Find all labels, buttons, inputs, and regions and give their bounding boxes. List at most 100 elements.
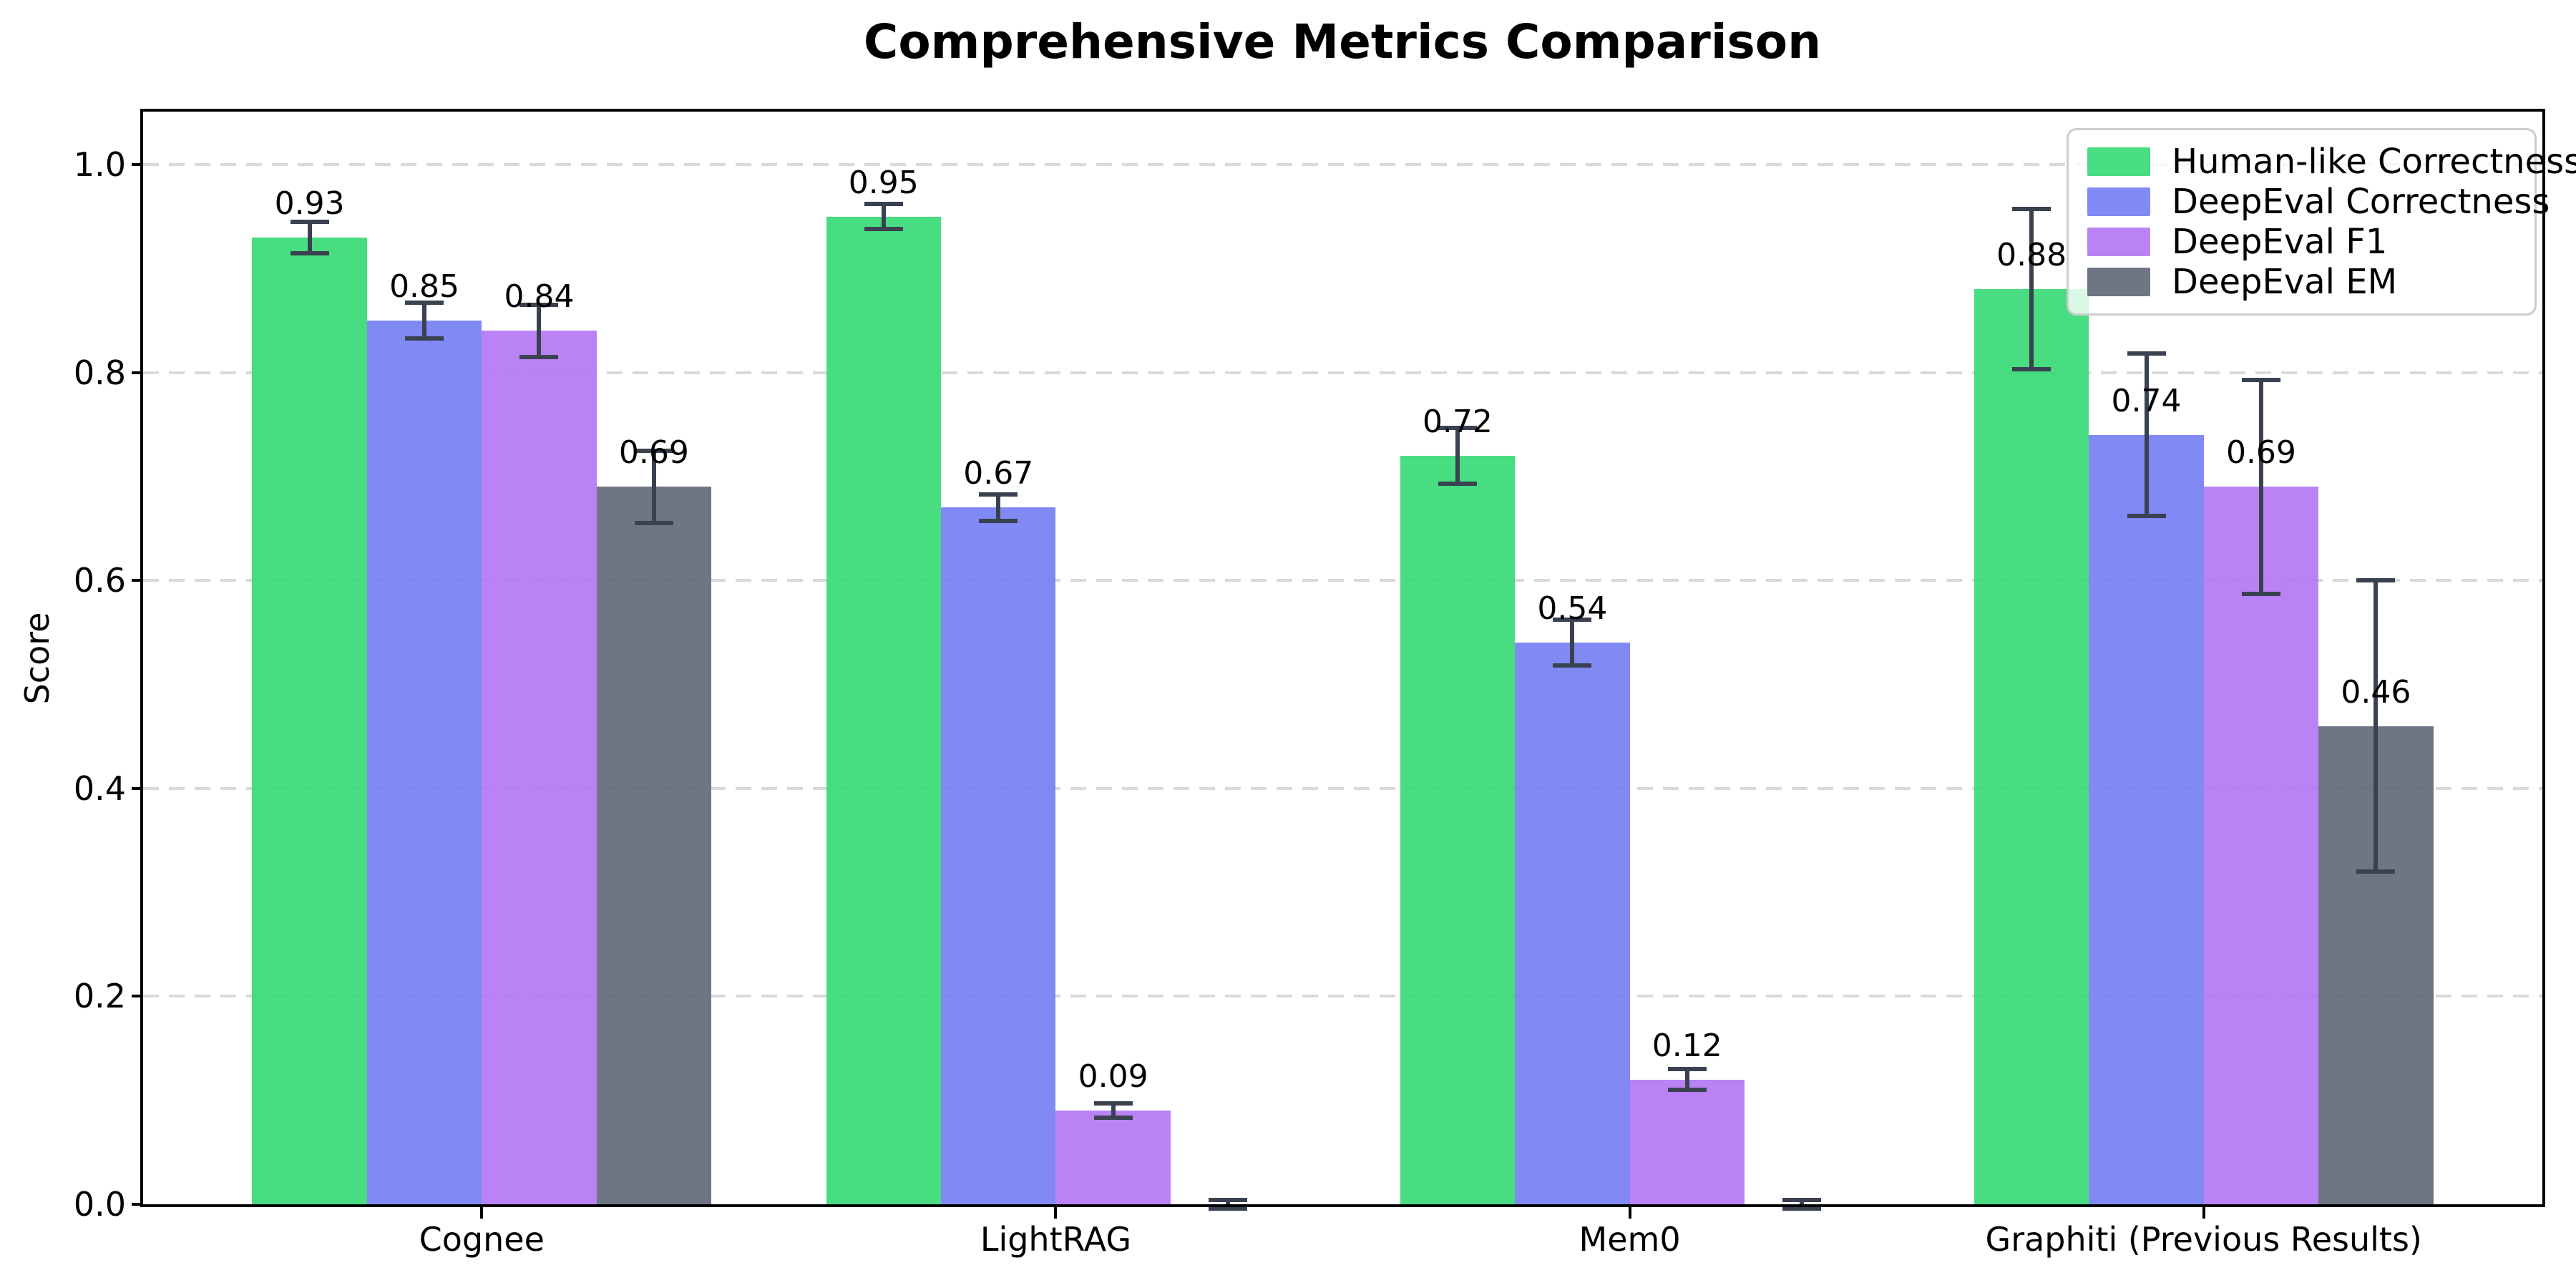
error-cap-top-lightrag-deepeval-em [1209, 1198, 1248, 1203]
error-cap-bottom-lightrag-human-like-correctness [864, 227, 903, 232]
error-cap-bottom-mem0-deepeval-correctness [1553, 663, 1592, 668]
x-tick-label-cognee: Cognee [419, 1220, 545, 1259]
value-label-graphiti-previous-results-deepeval-f1: 0.69 [2225, 434, 2296, 472]
legend-label-deepeval-em: DeepEval EM [2172, 262, 2397, 302]
error-cap-top-lightrag-human-like-correctness [864, 202, 903, 207]
error-bar-lightrag-deepeval-em [1226, 1200, 1231, 1209]
error-cap-bottom-cognee-deepeval-em [634, 521, 673, 526]
legend: Human-like Correctness DeepEval Correctne… [2067, 128, 2576, 316]
gridline-0.6 [143, 579, 2542, 582]
error-bar-cognee-human-like-correctness [307, 221, 312, 253]
error-bar-cognee-deepeval-em [651, 450, 656, 524]
error-cap-top-graphiti-previous-results-deepeval-correctness [2127, 351, 2166, 356]
x-tick-label-graphiti-previous-results: Graphiti (Previous Results) [1985, 1220, 2422, 1259]
error-bar-graphiti-previous-results-deepeval-em [2373, 580, 2379, 872]
chart-title: Comprehensive Metrics Comparison [863, 14, 1822, 69]
bar-mem0-deepeval-f1 [1629, 1079, 1745, 1204]
y-tick-label-0.2: 0.2 [73, 977, 126, 1016]
legend-swatch-deepeval-f1 [2087, 228, 2150, 256]
error-bar-mem0-human-like-correctness [1455, 427, 1460, 484]
y-tick-0.4 [132, 786, 143, 790]
axis-spine-left [140, 108, 143, 1207]
error-cap-top-lightrag-deepeval-f1 [1093, 1101, 1133, 1106]
y-tick-label-0.6: 0.6 [73, 561, 126, 600]
error-cap-top-cognee-deepeval-correctness [405, 301, 444, 306]
legend-swatch-deepeval-correctness [2087, 187, 2150, 216]
value-label-mem0-deepeval-f1: 0.12 [1652, 1027, 1722, 1064]
y-axis-label: Score [18, 612, 57, 705]
value-label-mem0-human-like-correctness: 0.72 [1422, 403, 1493, 440]
legend-label-deepeval-correctness: DeepEval Correctness [2172, 182, 2550, 222]
bar-graphiti-previous-results-human-like-correctness [1974, 289, 2089, 1204]
value-label-cognee-deepeval-f1: 0.84 [504, 278, 575, 316]
value-label-lightrag-deepeval-f1: 0.09 [1078, 1058, 1148, 1096]
x-tick-label-lightrag: LightRAG [980, 1220, 1132, 1259]
error-bar-lightrag-human-like-correctness [881, 204, 886, 230]
y-tick-label-1.0: 1.0 [73, 145, 126, 184]
y-tick-0.8 [132, 371, 143, 374]
error-cap-bottom-cognee-human-like-correctness [290, 250, 329, 255]
error-cap-bottom-lightrag-deepeval-em [1209, 1206, 1248, 1211]
value-label-graphiti-previous-results-deepeval-em: 0.46 [2341, 673, 2411, 711]
error-cap-bottom-cognee-deepeval-f1 [519, 354, 559, 359]
y-tick-0.2 [132, 995, 143, 998]
error-cap-top-lightrag-deepeval-correctness [979, 492, 1018, 497]
value-label-lightrag-human-like-correctness: 0.95 [848, 164, 919, 201]
error-cap-bottom-mem0-deepeval-f1 [1667, 1088, 1707, 1093]
gridline-1.0 [143, 163, 2542, 166]
axis-spine-bottom [140, 1204, 2545, 1207]
error-cap-bottom-lightrag-deepeval-correctness [979, 519, 1018, 524]
error-bar-graphiti-previous-results-deepeval-f1 [2258, 379, 2263, 595]
y-tick-0.0 [132, 1203, 143, 1206]
bar-cognee-deepeval-em [596, 487, 712, 1204]
axis-spine-right [2542, 108, 2545, 1207]
y-tick-label-0.4: 0.4 [73, 769, 126, 808]
gridline-0.8 [143, 371, 2542, 374]
legend-label-human-like-correctness: Human-like Correctness [2172, 142, 2576, 182]
error-cap-top-graphiti-previous-results-human-like-correctness [2012, 207, 2051, 212]
value-label-mem0-deepeval-correctness: 0.54 [1537, 590, 1608, 628]
error-cap-top-mem0-human-like-correctness [1438, 425, 1477, 430]
gridline-0.2 [143, 995, 2542, 998]
bar-cognee-human-like-correctness [252, 237, 367, 1204]
error-bar-cognee-deepeval-correctness [422, 303, 427, 338]
y-tick-1.0 [132, 163, 143, 166]
y-tick-label-0.0: 0.0 [73, 1185, 126, 1224]
value-label-cognee-human-like-correctness: 0.93 [274, 185, 345, 222]
bar-lightrag-deepeval-correctness [940, 507, 1056, 1204]
value-label-lightrag-deepeval-correctness: 0.67 [963, 455, 1034, 492]
error-bar-lightrag-deepeval-correctness [996, 494, 1001, 522]
error-cap-bottom-mem0-human-like-correctness [1438, 482, 1477, 487]
error-cap-bottom-mem0-deepeval-em [1782, 1206, 1822, 1211]
error-bar-mem0-deepeval-correctness [1570, 620, 1575, 666]
legend-label-deepeval-f1: DeepEval F1 [2172, 222, 2388, 262]
bar-lightrag-deepeval-f1 [1055, 1111, 1171, 1204]
error-cap-bottom-graphiti-previous-results-human-like-correctness [2012, 367, 2051, 372]
x-tick-mem0 [1628, 1207, 1631, 1219]
value-label-graphiti-previous-results-human-like-correctness: 0.88 [1996, 237, 2067, 274]
value-label-cognee-deepeval-em: 0.69 [618, 434, 689, 472]
error-cap-top-graphiti-previous-results-deepeval-em [2356, 578, 2396, 583]
legend-swatch-deepeval-em [2087, 268, 2150, 296]
bar-mem0-deepeval-correctness [1515, 643, 1630, 1204]
error-bar-cognee-deepeval-f1 [537, 305, 542, 357]
error-cap-bottom-graphiti-previous-results-deepeval-correctness [2127, 514, 2166, 519]
value-label-cognee-deepeval-correctness: 0.85 [389, 268, 460, 305]
x-tick-lightrag [1054, 1207, 1058, 1219]
error-bar-lightrag-deepeval-f1 [1111, 1103, 1116, 1118]
error-bar-graphiti-previous-results-human-like-correctness [2029, 209, 2034, 370]
legend-entry-deepeval-em: DeepEval EM [2087, 265, 2516, 299]
error-bar-mem0-deepeval-f1 [1684, 1069, 1689, 1091]
bar-graphiti-previous-results-deepeval-f1 [2203, 487, 2319, 1204]
value-label-graphiti-previous-results-deepeval-correctness: 0.74 [2111, 382, 2182, 419]
bar-cognee-deepeval-f1 [482, 331, 597, 1204]
bar-lightrag-human-like-correctness [826, 216, 941, 1204]
error-cap-bottom-lightrag-deepeval-f1 [1093, 1116, 1133, 1121]
x-tick-label-mem0: Mem0 [1579, 1220, 1681, 1259]
legend-entry-human-like-correctness: Human-like Correctness [2087, 145, 2576, 179]
error-cap-top-mem0-deepeval-em [1782, 1198, 1822, 1203]
error-cap-top-cognee-deepeval-em [634, 448, 673, 453]
error-cap-top-mem0-deepeval-f1 [1667, 1067, 1707, 1072]
error-bar-graphiti-previous-results-deepeval-correctness [2144, 353, 2149, 517]
